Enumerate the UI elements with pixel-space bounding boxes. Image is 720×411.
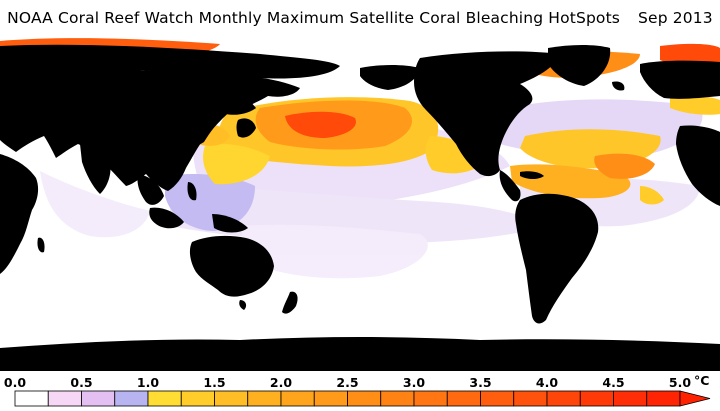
legend-tick-label: 2.0 [270, 375, 292, 390]
legend-bin [579, 390, 614, 407]
legend-bin [247, 390, 282, 407]
land-masses [0, 44, 720, 371]
east-pacific-yellow [425, 136, 482, 174]
legend-tick-label: 0.5 [70, 375, 92, 390]
europe [640, 60, 720, 99]
japan [236, 118, 256, 138]
new-guinea [212, 214, 248, 233]
east-asia [178, 89, 256, 145]
world-map [0, 36, 720, 371]
caribbean-yellow [510, 164, 631, 199]
title-date: Sep 2013 [638, 9, 713, 27]
south-pacific-lavender [240, 224, 428, 279]
antarctica [0, 337, 720, 371]
india [80, 144, 111, 194]
legend-unit: °C [694, 373, 709, 388]
legend-bin [313, 390, 348, 407]
legend-overflow-arrow [679, 390, 711, 407]
legend-tick-label: 1.5 [203, 375, 225, 390]
legend-bin [480, 390, 515, 407]
legend-tick-label: 2.5 [336, 375, 358, 390]
legend-tick-label: 0.0 [4, 375, 26, 390]
north-america [414, 51, 560, 177]
legend-tick-labels: 0.0 0.5 1.0 1.5 2.0 2.5 3.0 3.5 4.0 4.5 5.0 °C [4, 373, 710, 390]
legend-bin [413, 390, 448, 407]
legend-tick-label: 4.0 [536, 375, 558, 390]
legend-tick-label: 3.5 [469, 375, 491, 390]
philippines [187, 182, 197, 201]
indian-ocean-purple [40, 171, 150, 238]
legend-bin [14, 390, 49, 407]
legend-bin [180, 390, 215, 407]
legend-bin [147, 390, 182, 407]
borneo-sumatra [149, 207, 184, 229]
central-america [499, 170, 521, 202]
south-america [515, 193, 599, 324]
alaska [360, 65, 420, 90]
madagascar [37, 237, 45, 253]
legend-bin [613, 390, 648, 407]
southeast-asia [137, 174, 164, 205]
legend-bin [513, 390, 548, 407]
new-zealand [282, 291, 298, 314]
legend-bin [546, 390, 581, 407]
map-title: NOAA Coral Reef Watch Monthly Maximum Sa… [0, 0, 720, 36]
legend-bin [47, 390, 82, 407]
west-pacific-yellow [203, 144, 270, 185]
tasmania [239, 300, 247, 310]
australia [189, 235, 274, 297]
cuba [520, 171, 544, 179]
legend-tick-label: 1.0 [137, 375, 159, 390]
legend-bin [81, 390, 116, 407]
south-america-yellow [640, 186, 664, 205]
legend-bin [280, 390, 315, 407]
gulf-stream-orange [594, 153, 655, 179]
legend-bin [646, 390, 681, 407]
eurasia-north-arctic [0, 44, 340, 79]
mediterranean-yellow [670, 95, 720, 115]
legend-bin [380, 390, 415, 407]
legend-bin [347, 390, 382, 407]
legend-bin [446, 390, 481, 407]
west-africa [676, 125, 720, 206]
legend-bin [214, 390, 249, 407]
north-pacific-red [285, 111, 356, 138]
africa [0, 154, 39, 274]
legend-colorbar: 0.0 0.5 1.0 1.5 2.0 2.5 3.0 3.5 4.0 4.5 5.0 °C [4, 373, 711, 407]
legend-color-bins [14, 390, 711, 407]
legend-tick-label: 3.0 [403, 375, 425, 390]
title-text: NOAA Coral Reef Watch Monthly Maximum Sa… [7, 9, 621, 27]
legend-tick-label: 4.5 [602, 375, 624, 390]
iceland [612, 81, 625, 91]
greenland [548, 45, 611, 86]
legend-bin [114, 390, 149, 407]
legend-tick-label: 5.0 [669, 375, 691, 390]
